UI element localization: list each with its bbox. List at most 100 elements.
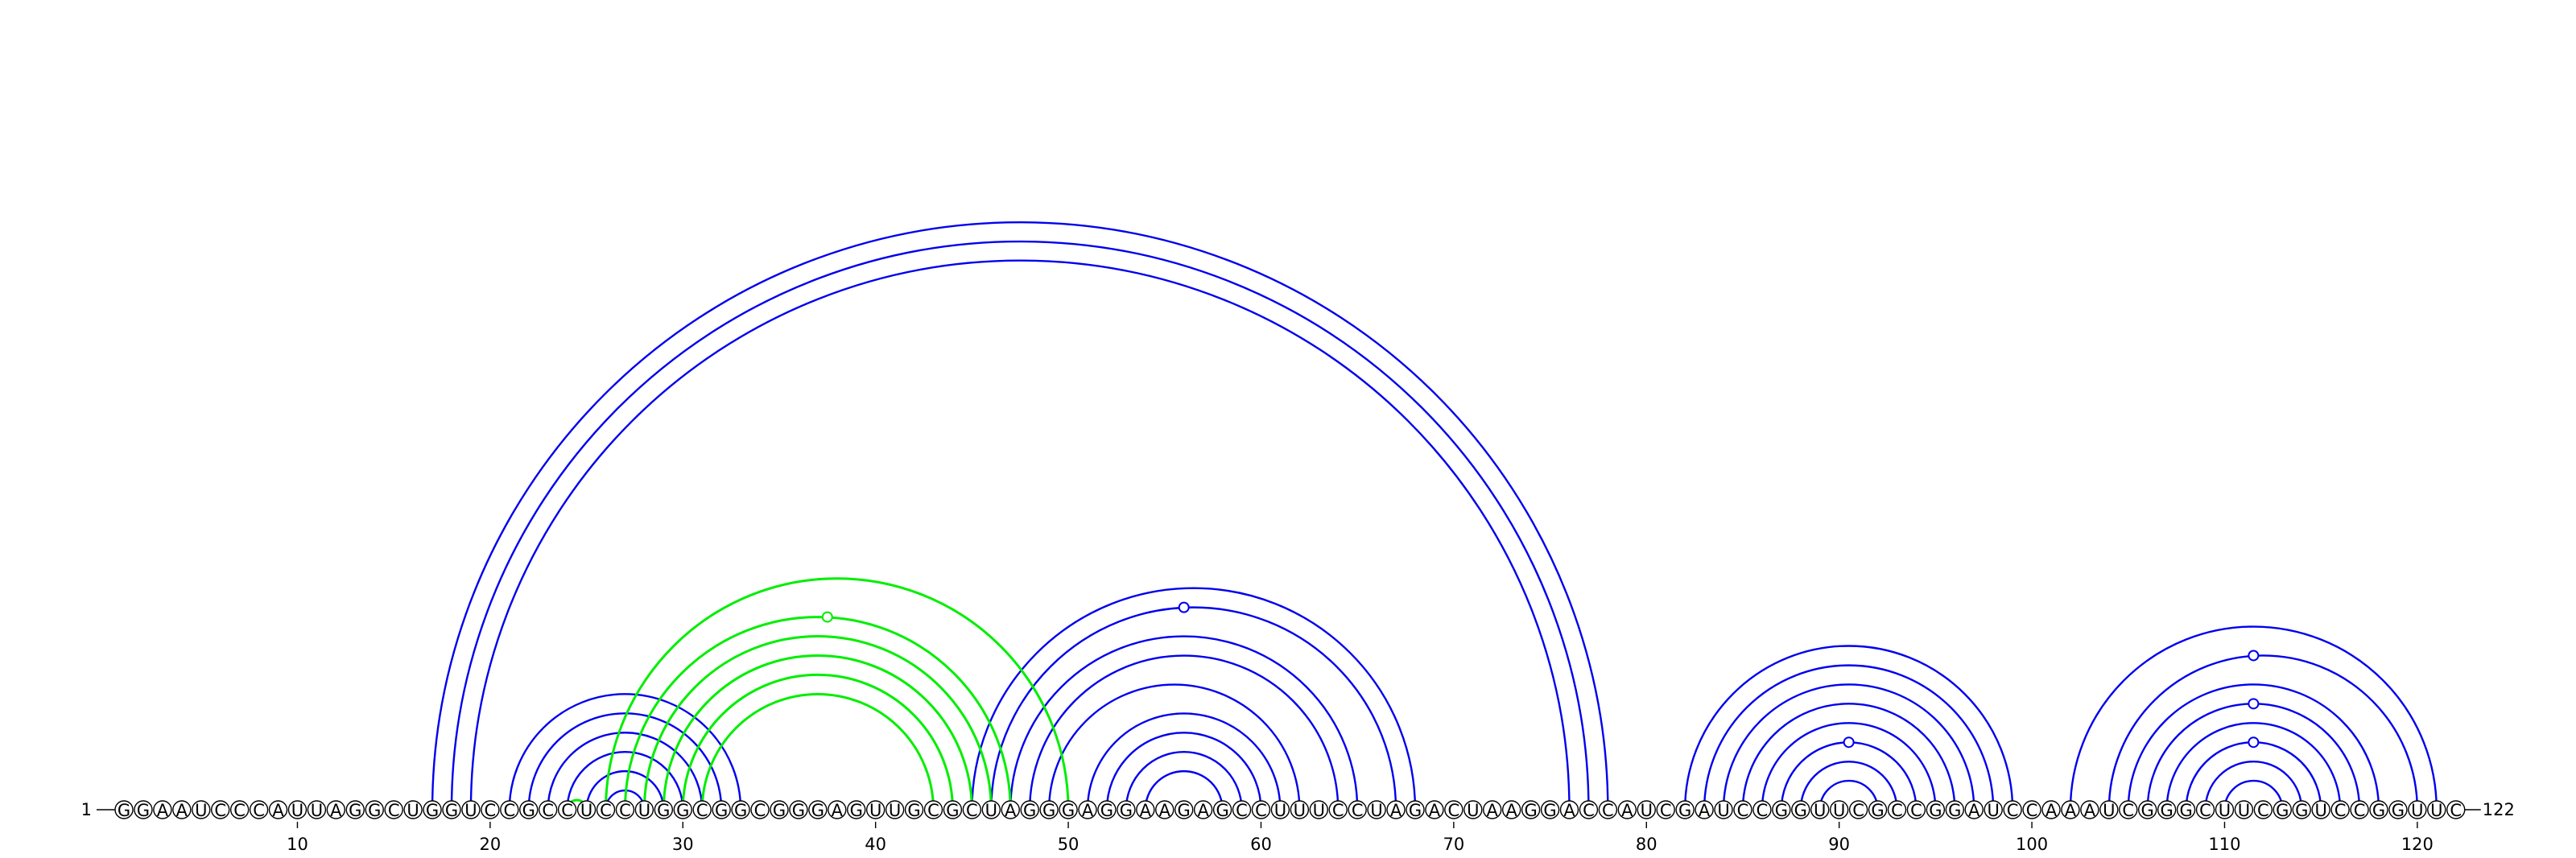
nucleotide-letter: U	[195, 801, 207, 820]
nucleotide: A	[1001, 800, 1020, 820]
nucleotide-circle	[307, 800, 327, 819]
nucleotide: U	[2427, 800, 2446, 820]
nucleotide-circle	[2350, 800, 2369, 819]
nucleotide-letter: C	[2026, 801, 2038, 820]
base-pair-arc	[469, 259, 1571, 811]
nucleotide: G	[2292, 800, 2311, 820]
nucleotide: C	[2330, 800, 2350, 820]
nucleotide-letter: C	[2334, 801, 2347, 820]
nucleotide-circle	[2061, 800, 2080, 819]
nucleotide-circle	[1984, 800, 2003, 819]
tick-label: 80	[1636, 835, 1657, 854]
nucleotide-circle	[2137, 800, 2157, 819]
nucleotide: C	[557, 800, 577, 820]
nucleotide: A	[1078, 800, 1097, 820]
nucleotide: U	[192, 800, 211, 820]
nucleotide-circle	[481, 800, 500, 819]
nucleotide: C	[1656, 800, 1675, 820]
nucleotide-letter: G	[1023, 801, 1036, 820]
nucleotide: U	[287, 800, 308, 820]
nucleotide: C	[962, 800, 982, 820]
nucleotide: A	[1695, 800, 1714, 820]
nucleotide: G	[345, 800, 365, 820]
nucleotide-letter: G	[1678, 801, 1691, 820]
nucleotide-circle	[1444, 800, 1463, 819]
nucleotide-circle	[1617, 800, 1637, 819]
nucleotide-letter: G	[2295, 801, 2308, 820]
base-pair-arc	[2165, 722, 2342, 811]
nucleotide-letter: C	[2450, 801, 2462, 820]
nucleotide: C	[1733, 800, 1752, 820]
nucleotide: C	[2446, 800, 2466, 820]
nucleotide-letter: C	[966, 801, 978, 820]
base-pair-arc	[1009, 635, 1359, 811]
nucleotide: C	[249, 800, 269, 820]
nucleotide-letter: A	[1429, 801, 1441, 820]
nucleotide-letter: G	[368, 801, 381, 820]
nucleotide: C	[1598, 800, 1618, 820]
nucleotide: U	[1714, 800, 1733, 820]
nucleotide: C	[2022, 800, 2041, 820]
nucleotide: G	[442, 800, 461, 820]
nucleotide-letter: G	[850, 801, 863, 820]
tick-label: 60	[1250, 835, 1272, 854]
loop-marker	[2248, 698, 2260, 710]
nucleotide-letter: C	[1660, 801, 1672, 820]
nucleotide: G	[808, 800, 828, 820]
nucleotide-letter: C	[1583, 801, 1595, 820]
nucleotide-circle	[673, 800, 692, 819]
nucleotide-circle	[1906, 800, 1926, 819]
nucleotide-circle	[1309, 800, 1328, 819]
base-pair-arc	[1741, 703, 1956, 811]
tick-label: 10	[287, 835, 308, 854]
nucleotide-circle	[1386, 800, 1406, 819]
nucleotide-circle	[172, 800, 192, 819]
nucleotide-circle	[770, 800, 789, 819]
nucleotide-letter: U	[2219, 801, 2231, 820]
tick-label: 100	[2016, 835, 2048, 854]
nucleotide-circle	[1579, 800, 1599, 819]
nucleotide-letter: C	[754, 801, 766, 820]
base-pair-arc	[450, 240, 1590, 811]
nucleotide-circle	[865, 800, 886, 819]
nucleotide: A	[1193, 800, 1213, 820]
nucleotide-circle	[2369, 800, 2388, 819]
nucleotide-letter: C	[600, 801, 612, 820]
nucleotide-letter: G	[2141, 801, 2154, 820]
nucleotide-letter: U	[1294, 801, 1306, 820]
nucleotide: C	[1579, 800, 1599, 820]
nucleotide: C	[2350, 800, 2369, 820]
nucleotide-circle	[2157, 800, 2177, 819]
tick-label: 20	[479, 835, 501, 854]
nucleotide-letter: G	[715, 801, 728, 820]
base-pair-arc	[1722, 683, 1975, 811]
nucleotide-letter: A	[1968, 801, 1980, 820]
nucleotide-circle	[1193, 800, 1213, 819]
nucleotide-letter: U	[1833, 801, 1845, 820]
nucleotide-letter: G	[1524, 801, 1537, 820]
nucleotide: G	[1868, 800, 1888, 820]
nucleotide-letter: C	[2199, 801, 2211, 820]
nucleotide-letter: U	[2411, 801, 2423, 820]
nucleotide-letter: C	[1332, 801, 1344, 820]
nucleotide: G	[1039, 800, 1059, 820]
nucleotide-letter: C	[1757, 801, 1769, 820]
nucleotide-letter: C	[233, 801, 246, 820]
nucleotide-circle	[229, 800, 250, 819]
nucleotide: G	[1540, 800, 1560, 820]
nucleotide: G	[1945, 800, 1965, 820]
nucleotide: U	[1309, 800, 1328, 820]
nucleotide: A	[1964, 800, 1984, 820]
nucleotide-circle	[2427, 800, 2446, 819]
base-pair-arc	[971, 587, 1417, 811]
nucleotide: G	[2273, 800, 2292, 820]
nucleotide: U	[307, 800, 327, 820]
nucleotide-letter: C	[485, 801, 497, 820]
tick-label: 40	[865, 835, 886, 854]
nucleotide: C	[2003, 800, 2022, 820]
nucleotide: C	[2253, 800, 2273, 820]
base-pair-arc	[1799, 760, 1898, 811]
nucleotide-circle	[634, 800, 654, 819]
nucleotide: C	[1752, 800, 1772, 820]
base-pair-arc	[1761, 722, 1937, 811]
